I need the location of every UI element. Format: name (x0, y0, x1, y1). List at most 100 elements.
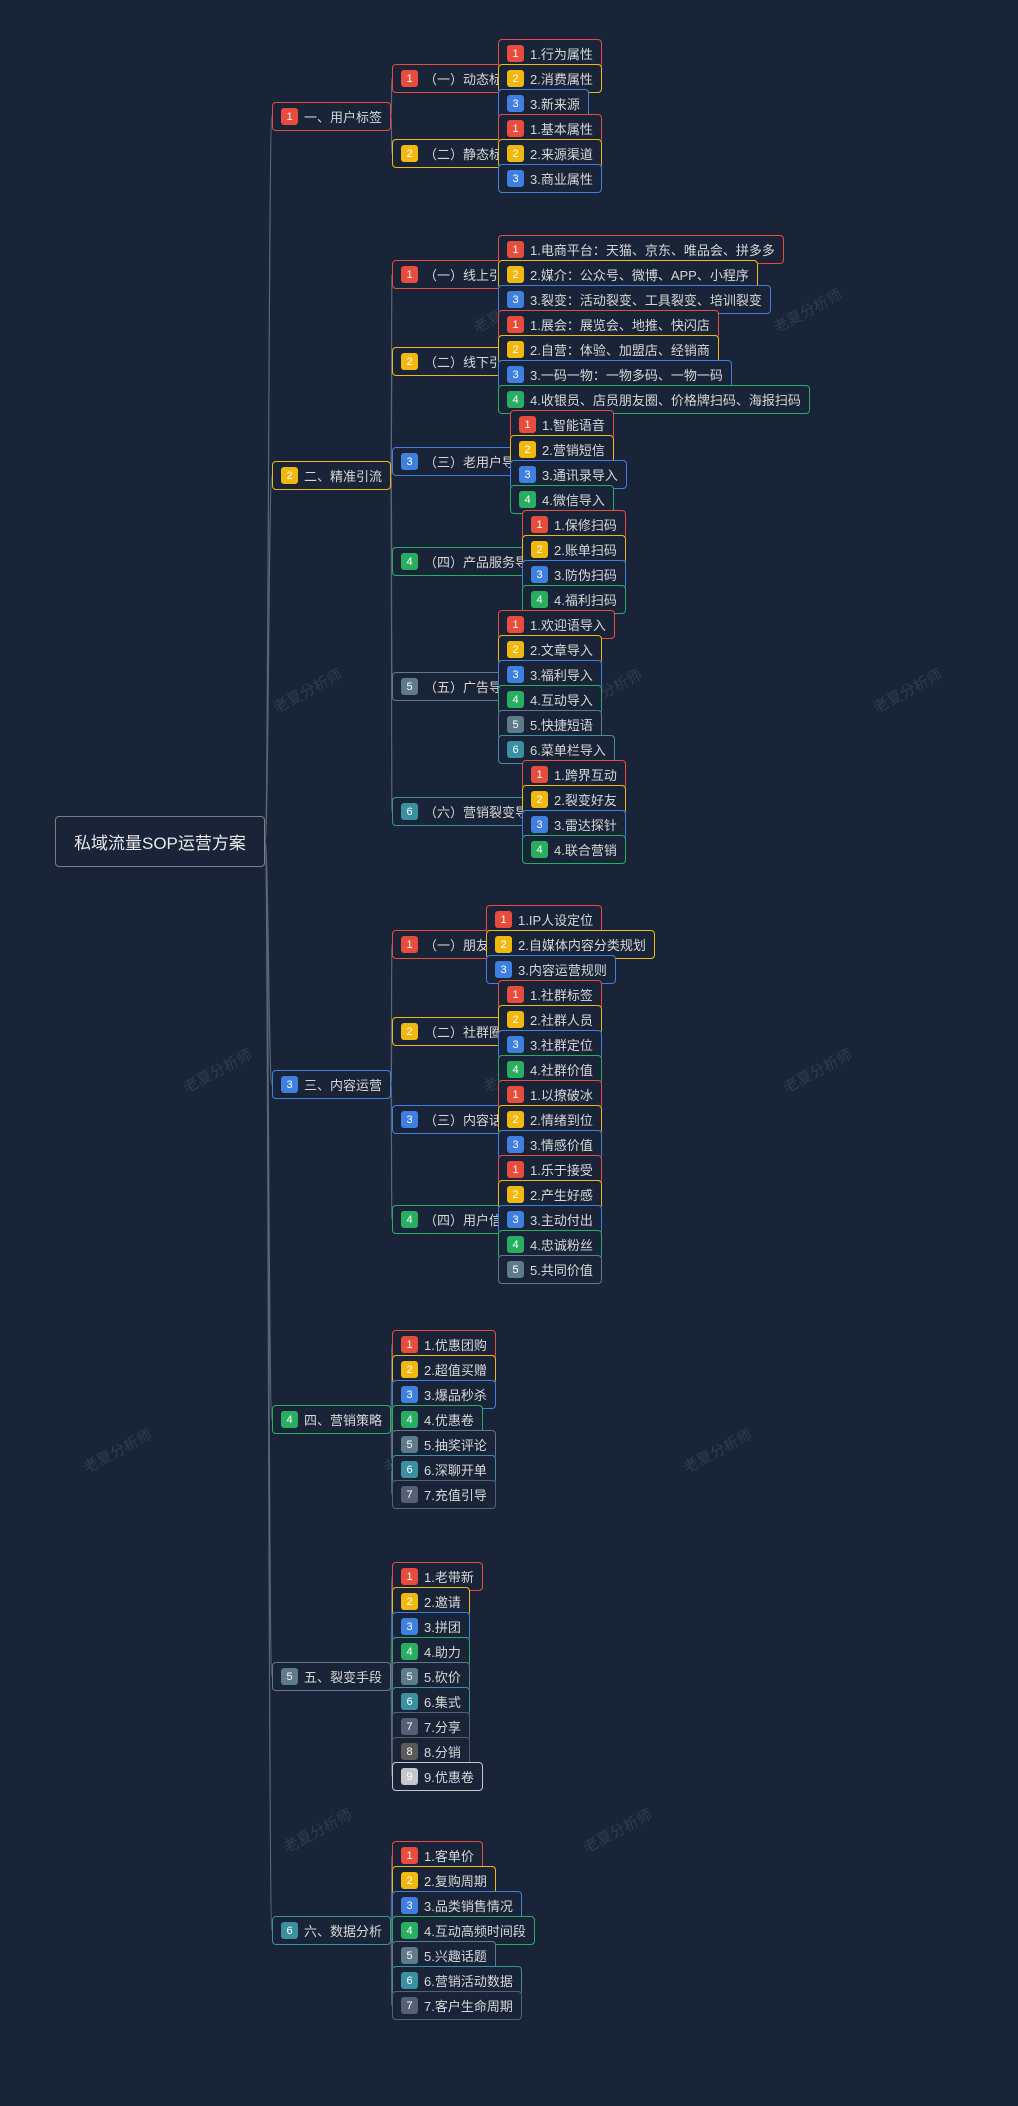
badge: 5 (281, 1668, 298, 1685)
node-label: 1.客单价 (424, 1846, 474, 1865)
node-label: 3.商业属性 (530, 169, 593, 188)
badge: 1 (507, 1161, 524, 1178)
badge: 3 (401, 453, 418, 470)
badge: 6 (401, 1461, 418, 1478)
node-label: 2.账单扫码 (554, 540, 617, 559)
node-label: 1.展会：展览会、地推、快闪店 (530, 315, 710, 334)
node-label: 3.雷达探针 (554, 815, 617, 834)
node-n2-6-4[interactable]: 4 4.联合营销 (522, 835, 626, 864)
node-label: 3.防伪扫码 (554, 565, 617, 584)
node-label: 六、数据分析 (304, 1921, 382, 1940)
badge: 4 (531, 841, 548, 858)
badge: 2 (507, 641, 524, 658)
node-n5[interactable]: 5五、裂变手段 (272, 1662, 391, 1691)
watermark: 老夏分析师 (769, 284, 845, 338)
watermark: 老夏分析师 (579, 1804, 655, 1858)
node-root[interactable]: 私域流量SOP运营方案 (55, 816, 265, 867)
badge: 3 (507, 366, 524, 383)
node-label: 1.社群标签 (530, 985, 593, 1004)
badge: 1 (507, 316, 524, 333)
node-label: 1.跨界互动 (554, 765, 617, 784)
node-label: 5.共同价值 (530, 1260, 593, 1279)
node-label: 5.兴趣话题 (424, 1946, 487, 1965)
node-label: 2.产生好感 (530, 1185, 593, 1204)
node-label: 2.自媒体内容分类规划 (518, 935, 646, 954)
badge: 2 (281, 467, 298, 484)
node-label: 2.社群人员 (530, 1010, 593, 1029)
badge: 2 (401, 1593, 418, 1610)
node-n5-9[interactable]: 99.优惠卷 (392, 1762, 483, 1791)
node-label: 3.一码一物：一物多码、一物一码 (530, 365, 723, 384)
node-label: 2.自营：体验、加盟店、经销商 (530, 340, 710, 359)
badge: 3 (519, 466, 536, 483)
node-label: 4.收银员、店员朋友圈、价格牌扫码、海报扫码 (530, 390, 801, 409)
badge: 2 (507, 266, 524, 283)
badge: 1 (519, 416, 536, 433)
node-label: 2.邀请 (424, 1592, 461, 1611)
badge: 1 (507, 616, 524, 633)
badge: 1 (507, 45, 524, 62)
node-label: 4.福利扫码 (554, 590, 617, 609)
node-label: 3.品类销售情况 (424, 1896, 513, 1915)
node-label: 三、内容运营 (304, 1075, 382, 1094)
node-n1[interactable]: 1一、用户标签 (272, 102, 391, 131)
badge: 1 (281, 108, 298, 125)
badge: 5 (401, 678, 418, 695)
node-n1-2-3[interactable]: 33.商业属性 (498, 164, 602, 193)
badge: 1 (507, 986, 524, 1003)
node-label: 2.消费属性 (530, 69, 593, 88)
badge: 4 (281, 1411, 298, 1428)
node-n3[interactable]: 3 三、内容运营 (272, 1070, 391, 1099)
badge: 3 (401, 1386, 418, 1403)
badge: 3 (507, 291, 524, 308)
node-n4-7[interactable]: 77.充值引导 (392, 1480, 496, 1509)
badge: 9 (401, 1768, 418, 1785)
node-label: 4.联合营销 (554, 840, 617, 859)
watermark: 老夏分析师 (679, 1424, 755, 1478)
node-n2[interactable]: 2二、精准引流 (272, 461, 391, 490)
node-label: 1.乐于接受 (530, 1160, 593, 1179)
badge: 5 (507, 716, 524, 733)
badge: 7 (401, 1486, 418, 1503)
node-label: 3.拼团 (424, 1617, 461, 1636)
watermark: 老夏分析师 (869, 664, 945, 718)
badge: 3 (507, 666, 524, 683)
node-label: 2.营销短信 (542, 440, 605, 459)
node-label: 2.媒介：公众号、微博、APP、小程序 (530, 265, 749, 284)
badge: 2 (507, 1111, 524, 1128)
node-label: 4.助力 (424, 1642, 461, 1661)
badge: 1 (507, 120, 524, 137)
badge: 1 (401, 70, 418, 87)
node-n6[interactable]: 6六、数据分析 (272, 1916, 391, 1945)
badge: 4 (401, 553, 418, 570)
node-label: 1.优惠团购 (424, 1335, 487, 1354)
badge: 2 (531, 791, 548, 808)
badge: 5 (401, 1947, 418, 1964)
badge: 3 (507, 1136, 524, 1153)
node-label: 5.砍价 (424, 1667, 461, 1686)
node-label: 1.以撩破冰 (530, 1085, 593, 1104)
node-label: 1.行为属性 (530, 44, 593, 63)
badge: 6 (401, 803, 418, 820)
badge: 7 (401, 1718, 418, 1735)
node-n3-4-5[interactable]: 55.共同价值 (498, 1255, 602, 1284)
node-label: 2.文章导入 (530, 640, 593, 659)
badge: 2 (507, 1186, 524, 1203)
node-n6-7[interactable]: 77.客户生命周期 (392, 1991, 522, 2020)
badge: 2 (401, 353, 418, 370)
badge: 4 (401, 1411, 418, 1428)
node-label: 3.主动付出 (530, 1210, 593, 1229)
badge: 4 (401, 1643, 418, 1660)
badge: 3 (401, 1897, 418, 1914)
badge: 3 (401, 1111, 418, 1128)
badge: 1 (507, 241, 524, 258)
watermark: 老夏分析师 (269, 664, 345, 718)
node-label: 4.微信导入 (542, 490, 605, 509)
watermark: 老夏分析师 (179, 1044, 255, 1098)
badge: 3 (281, 1076, 298, 1093)
node-label: 4.互动导入 (530, 690, 593, 709)
node-n4[interactable]: 4四、营销策略 (272, 1405, 391, 1434)
node-label: 7.客户生命周期 (424, 1996, 513, 2015)
badge: 4 (401, 1922, 418, 1939)
node-label: 3.福利导入 (530, 665, 593, 684)
